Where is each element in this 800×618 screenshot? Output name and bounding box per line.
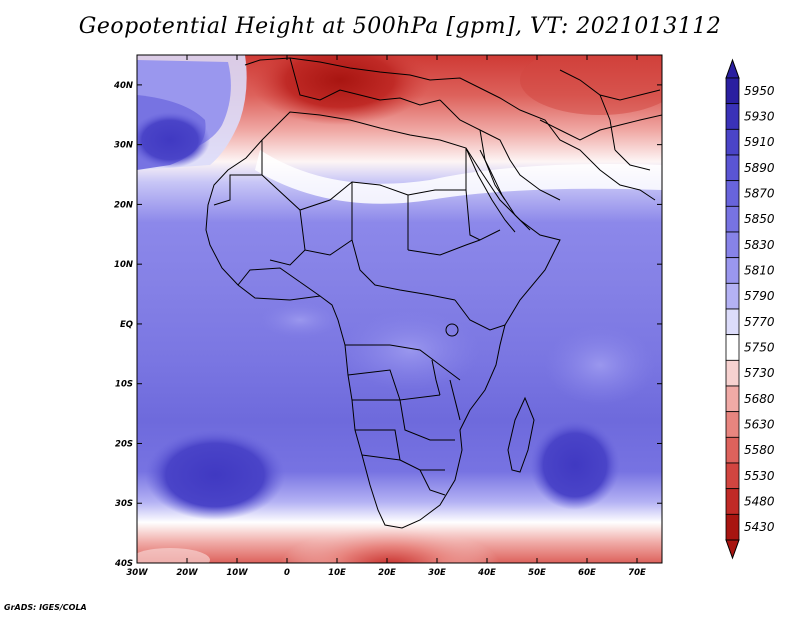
colorbar-label: 5430 [744,520,775,534]
colorbar: 5950 5930 5910 5890 5870 5850 5830 5810 5790 5770… [725,58,775,560]
lon-label: 60E [578,568,596,578]
lon-label: 70E [628,568,646,578]
lon-label: 0 [284,568,290,578]
colorbar-label: 5770 [744,315,775,329]
lon-label: 50E [528,568,546,578]
colorbar-label: 5730 [744,366,775,380]
madagascar [507,396,535,473]
map-frame [136,54,663,564]
lat-label: EQ [120,320,133,330]
colorbar-swatch [725,128,740,156]
colorbar-swatch [725,180,740,207]
colorbar-label: 5850 [744,212,775,226]
colorbar-label: 5480 [744,495,775,509]
colorbar-top-arrow [725,58,740,79]
colorbar-swatch [725,77,740,105]
lat-label: 20S [115,439,133,449]
colorbar-swatch [725,334,740,361]
africa-coastline [205,111,561,529]
colorbar-swatch [725,257,740,284]
lon-label: 40E [477,568,496,578]
lon-label: 10W [226,568,248,578]
colorbar-label: 5890 [744,161,775,175]
colorbar-swatch [725,103,740,130]
country-borders [205,57,662,529]
lat-label: 40N [113,81,133,91]
colorbar-swatch [725,462,740,490]
grads-credit: GrADS: IGES/COLA [4,603,87,612]
colorbar-swatch [725,411,740,438]
colorbar-swatch [725,385,740,413]
colorbar-swatch [725,154,740,182]
colorbar-swatch [725,282,740,310]
colorbar-swatch [725,513,740,541]
colorbar-label: 5530 [744,469,775,483]
colorbar-label: 5630 [744,418,775,432]
colorbar-swatch [725,436,740,464]
colorbar-label: 5810 [744,264,775,278]
height-field [137,55,662,563]
colorbar-label: 5680 [744,392,775,406]
lon-label: 20W [176,568,198,578]
colorbar-swatch [725,308,740,336]
lon-label: 30W [126,568,148,578]
colorbar-swatch [725,359,740,387]
colorbar-label: 5950 [744,84,775,98]
colorbar-label: 5830 [744,238,775,252]
lat-label: 10N [114,260,133,270]
longitude-axis: 30W 20W 10W 0 10E 20E 30E 40E 50E 60E 70E [126,55,646,578]
colorbar-swatch [725,488,740,515]
colorbar-swatch [725,205,740,233]
map-title: Geopotential Height at 500hPa [gpm], VT:… [78,14,722,39]
colorbar-label: 5910 [744,135,775,149]
lon-label: 30E [428,568,446,578]
lat-label: 30S [115,499,133,509]
colorbar-label: 5790 [744,289,775,303]
colorbar-label: 5580 [744,443,775,457]
lat-label: 40S [114,559,133,569]
colorbar-label: 5750 [744,341,775,355]
colorbar-label: 5870 [744,187,775,201]
lon-label: 20E [378,568,396,578]
colorbar-label: 5930 [744,110,775,124]
latitude-axis: 40N 30N 20N 10N EQ 10S 20S 30S 40S [113,81,662,569]
lon-label: 10E [328,568,346,578]
colorbar-bottom-arrow [725,539,740,560]
lat-label: 10S [115,380,133,390]
colorbar-swatch [725,231,740,259]
lat-label: 20N [114,200,133,210]
lat-label: 30N [114,141,133,151]
